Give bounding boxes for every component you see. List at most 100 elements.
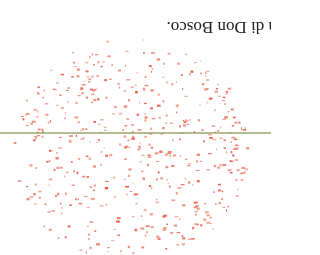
speckle xyxy=(148,156,152,158)
speckle xyxy=(117,235,120,237)
speckle xyxy=(165,115,168,117)
speckle xyxy=(131,137,135,140)
speckle xyxy=(49,160,51,162)
speckle xyxy=(49,185,50,186)
speckle xyxy=(94,185,96,187)
speckle xyxy=(95,230,97,232)
speckle xyxy=(145,113,146,115)
speckle xyxy=(119,87,120,89)
speckle xyxy=(151,226,154,228)
speckle xyxy=(124,105,128,108)
speckle xyxy=(133,131,134,133)
speckle xyxy=(177,232,181,233)
speckle xyxy=(98,61,100,63)
speckle xyxy=(135,91,138,93)
scan: a di Don Bosco. xyxy=(0,0,271,255)
speckle xyxy=(125,186,129,188)
speckle xyxy=(216,88,218,89)
speckle xyxy=(124,125,127,126)
speckle xyxy=(91,75,94,77)
speckle xyxy=(215,203,216,205)
speckle xyxy=(68,101,69,103)
speckle xyxy=(124,158,127,160)
speckle xyxy=(124,179,125,181)
speckle xyxy=(85,62,88,64)
speckle xyxy=(64,176,66,178)
speckle xyxy=(144,209,147,211)
speckle xyxy=(219,202,221,204)
speckle xyxy=(96,142,97,143)
speckle xyxy=(158,238,161,240)
speckle xyxy=(179,219,181,220)
speckle xyxy=(89,158,92,160)
speckle xyxy=(175,216,179,217)
speckle xyxy=(81,92,84,94)
speckle xyxy=(71,161,73,163)
speckle xyxy=(132,136,134,138)
speckle xyxy=(132,252,134,254)
speckle xyxy=(231,109,234,111)
speckle xyxy=(228,111,230,112)
speckle xyxy=(95,88,97,90)
speckle xyxy=(139,102,140,103)
speckle xyxy=(158,117,161,118)
speckle xyxy=(38,191,42,193)
speckle xyxy=(147,154,151,156)
speckle xyxy=(88,238,89,240)
speckle xyxy=(187,165,190,167)
speckle xyxy=(204,89,207,91)
speckle xyxy=(141,247,144,249)
speckle xyxy=(134,193,137,195)
speckle xyxy=(217,167,221,169)
speckle xyxy=(56,105,58,106)
speckle xyxy=(192,184,193,185)
speckle xyxy=(77,172,79,174)
speckle xyxy=(232,137,235,138)
speckle xyxy=(33,193,36,195)
speckle xyxy=(97,98,100,100)
speckle xyxy=(177,244,179,246)
speckle xyxy=(136,203,138,205)
speckle xyxy=(243,129,247,131)
speckle xyxy=(92,89,95,91)
speckle xyxy=(182,88,183,90)
speckle xyxy=(189,119,191,120)
upside-down-caption: a di Don Bosco. xyxy=(166,18,271,37)
speckle xyxy=(163,215,167,217)
speckle xyxy=(124,136,127,138)
speckle xyxy=(151,147,153,149)
speckle xyxy=(143,52,145,54)
speckle xyxy=(88,81,90,83)
speckle xyxy=(200,73,202,75)
speckle xyxy=(69,204,72,205)
speckle xyxy=(155,152,159,154)
speckle xyxy=(210,223,212,224)
speckle xyxy=(93,99,96,102)
speckle xyxy=(241,127,242,129)
speckle xyxy=(234,148,238,150)
speckle xyxy=(136,72,138,73)
speckle xyxy=(78,199,79,201)
speckle xyxy=(195,211,198,212)
speckle xyxy=(222,191,224,193)
speckle xyxy=(176,192,178,194)
speckle xyxy=(238,122,240,124)
speckle xyxy=(169,186,171,188)
speckle xyxy=(177,63,180,65)
speckle xyxy=(170,155,172,156)
speckle xyxy=(33,139,36,141)
speckle xyxy=(80,138,84,139)
speckle xyxy=(200,224,202,226)
speckle xyxy=(100,205,101,206)
speckle xyxy=(214,109,215,111)
speckle xyxy=(178,187,182,189)
speckle xyxy=(205,211,209,213)
speckle xyxy=(18,180,22,181)
speckle xyxy=(79,250,82,251)
speckle xyxy=(197,208,200,210)
speckle xyxy=(26,186,28,187)
speckle xyxy=(53,89,55,90)
speckle xyxy=(188,163,191,164)
speckle xyxy=(14,142,17,144)
speckle xyxy=(234,139,237,141)
